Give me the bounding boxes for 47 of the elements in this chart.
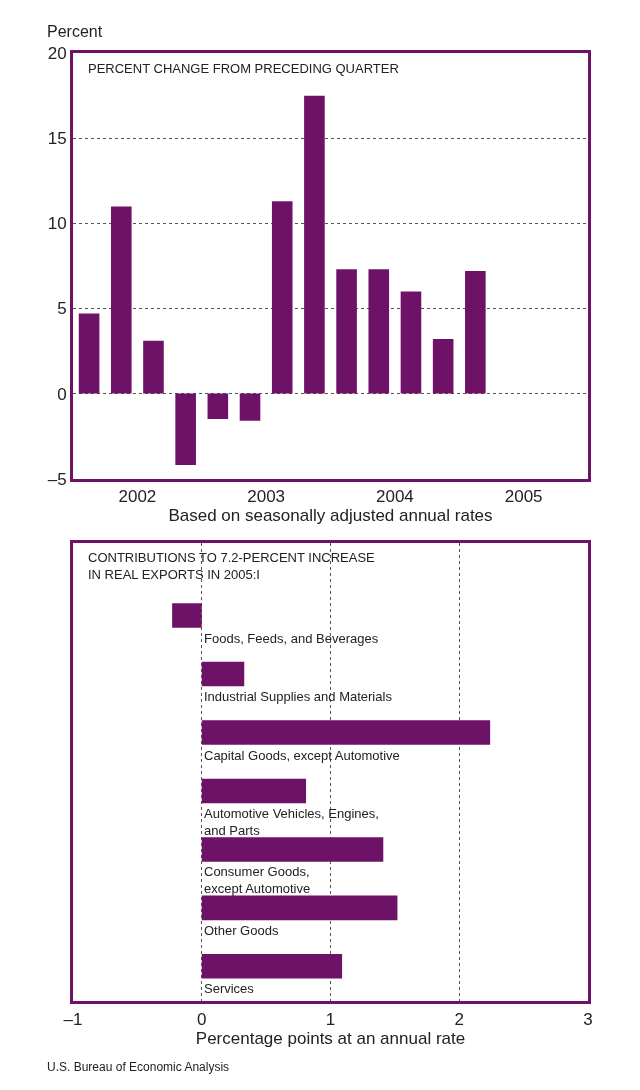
bar [336,269,357,394]
bar [175,393,196,466]
y-tick-label: 20 [47,44,67,64]
bar [239,393,261,421]
y-tick-label: 10 [47,214,67,234]
bar [172,603,202,628]
y-tick-label: Other Goods [204,923,279,938]
chart-title: CONTRIBUTIONS TO 7.2-PERCENT INCREASE IN REAL EXPORTS IN 2005:I [88,550,376,582]
y-axis-title: Percent [47,23,103,40]
x-tick-label: 2004 [375,487,414,507]
bar [432,339,454,394]
bar [201,895,398,921]
y-tick-label: Capital Goods, except Automotive [204,748,400,763]
bar [400,291,422,394]
bar [201,778,307,804]
y-tick-label: 0 [57,384,67,404]
x-tick-label: 3 [583,1009,593,1029]
y-tick-label: Services [204,981,255,996]
bar [207,393,229,420]
bar [201,720,491,745]
bar [201,661,245,687]
y-tick-label: 5 [57,299,67,319]
bar [110,206,132,394]
bar [201,837,384,862]
x-tick-label: 2003 [247,487,286,507]
text: U.S. Bureau of Economic Analysis [47,1060,230,1074]
bar [201,954,343,979]
y-tick-label: Automotive Vehicles, Engines, and Parts [204,806,379,838]
x-tick-label: –1 [63,1009,83,1029]
text: PERCENT CHANGE FROM PRECEDING QUARTER [88,61,399,76]
x-tick-label: 2002 [118,487,157,507]
x-axis-title: Percentage points at an annual rate [195,1028,466,1048]
x-tick-label: 1 [325,1009,336,1029]
x-tick-label: 2 [454,1009,464,1029]
bar [368,269,390,394]
y-tick-label: –5 [47,469,67,489]
bar [78,313,100,394]
x-axis-title: Based on seasonally adjusted annual rates [168,506,493,526]
bar [271,201,293,394]
bar [143,340,164,394]
y-tick-label: Consumer Goods, except Automotive [204,864,311,896]
y-tick-label: Foods, Feeds, and Beverages [204,631,379,646]
y-tick-label: 15 [47,129,67,149]
x-tick-label: 2005 [504,487,543,507]
bar [304,95,325,394]
y-tick-label: Industrial Supplies and Materials [204,689,393,704]
bar [465,271,486,394]
